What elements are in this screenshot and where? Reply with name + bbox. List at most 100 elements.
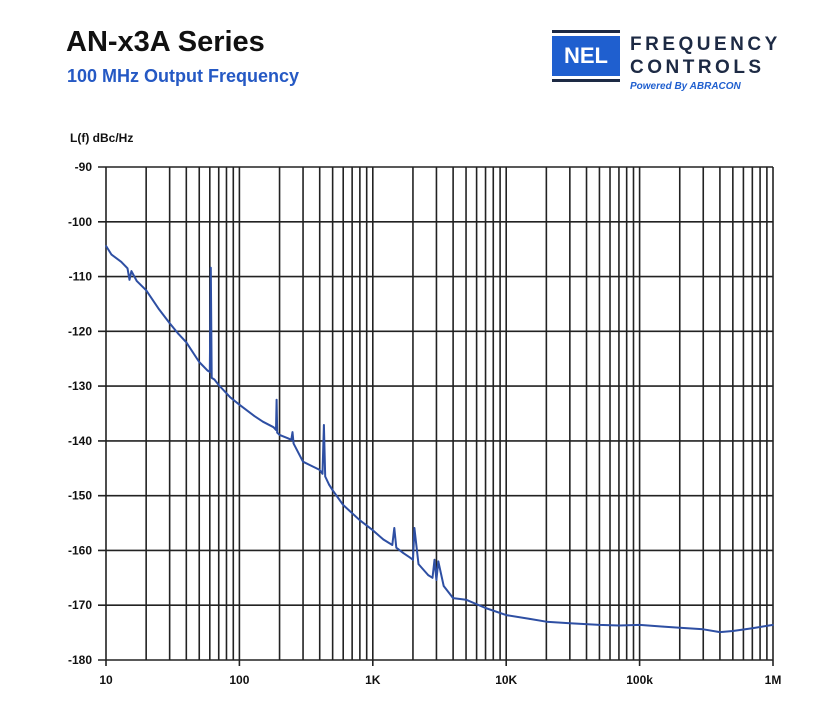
data-point	[229, 396, 231, 398]
data-point	[391, 544, 394, 546]
logo-line2: CONTROLS	[630, 57, 765, 78]
data-point	[130, 270, 133, 272]
data-point	[545, 620, 548, 623]
data-point	[427, 574, 429, 576]
data-point	[291, 431, 294, 433]
data-point	[437, 560, 440, 563]
data-point	[412, 558, 414, 561]
data-point	[126, 267, 129, 270]
data-point	[217, 384, 220, 386]
data-point	[158, 308, 160, 311]
data-point	[262, 420, 264, 423]
data-point	[638, 624, 641, 626]
chart-title: AN-x3A Series	[66, 26, 265, 58]
data-point	[210, 377, 213, 379]
data-point	[272, 426, 275, 428]
data-point	[505, 614, 508, 616]
y-tick-label: -110	[69, 270, 93, 284]
y-tick-label: -160	[68, 543, 92, 557]
data-point	[253, 415, 256, 418]
y-tick-label: -130	[68, 379, 92, 393]
x-tick-label: 1M	[765, 673, 782, 687]
data-point	[275, 429, 277, 431]
y-tick-label: -150	[68, 489, 92, 503]
data-point	[278, 434, 281, 436]
data-point	[372, 529, 374, 531]
y-tick-label: -180	[68, 653, 92, 667]
data-point	[618, 624, 620, 627]
data-point	[417, 563, 420, 565]
data-point	[128, 279, 131, 281]
data-point	[662, 625, 664, 628]
data-point	[135, 280, 138, 282]
data-point	[528, 618, 531, 620]
data-point	[198, 361, 201, 363]
data-point	[359, 519, 361, 522]
data-point	[772, 624, 774, 626]
data-point	[342, 504, 345, 506]
data-point	[105, 245, 107, 247]
data-point	[382, 538, 385, 541]
y-tick-label: -120	[68, 324, 92, 338]
logo-powered-by: Powered By ABRACON	[630, 81, 741, 92]
data-point	[598, 624, 601, 626]
y-tick-label: -140	[68, 434, 92, 448]
data-point	[702, 628, 705, 631]
phase-noise-line	[105, 245, 774, 634]
x-tick-label: 10K	[495, 673, 517, 687]
data-point	[751, 627, 754, 630]
data-point	[209, 371, 211, 373]
data-point	[168, 322, 171, 324]
x-tick-label: 1K	[365, 673, 381, 687]
y-tick-label: -100	[68, 215, 92, 229]
data-point	[452, 597, 454, 599]
data-point	[145, 289, 147, 292]
data-point	[331, 489, 334, 491]
data-point	[323, 424, 325, 426]
data-point	[311, 465, 313, 467]
data-point	[185, 341, 188, 344]
data-point	[442, 585, 445, 587]
data-point	[209, 266, 212, 269]
data-point	[465, 598, 467, 601]
data-point	[276, 431, 278, 434]
data-point	[393, 527, 396, 529]
data-point	[719, 631, 721, 633]
nel-text: NEL	[552, 36, 620, 76]
data-point	[207, 369, 209, 372]
nel-logo-box: NEL	[552, 30, 620, 84]
data-point	[286, 437, 289, 439]
data-point	[292, 442, 295, 445]
data-point	[678, 626, 681, 629]
y-axis-label: L(f) dBc/Hz	[70, 131, 134, 145]
data-point	[732, 630, 734, 632]
company-logo: NEL FREQUENCY CONTROLS Powered By ABRACO…	[552, 30, 787, 95]
data-point	[213, 378, 216, 381]
data-point	[402, 552, 405, 554]
data-point	[395, 546, 398, 549]
data-point	[120, 260, 123, 263]
data-point	[302, 460, 304, 463]
data-point	[435, 579, 438, 581]
data-point	[324, 475, 327, 478]
data-point	[431, 577, 434, 579]
data-point	[328, 483, 330, 486]
logo-line1: FREQUENCY	[630, 34, 781, 55]
data-point	[275, 399, 278, 401]
y-tick-label: -170	[68, 598, 92, 612]
x-tick-label: 100k	[626, 673, 653, 687]
data-point	[177, 333, 180, 335]
chart-subtitle: 100 MHz Output Frequency	[67, 66, 300, 86]
data-point	[110, 253, 113, 256]
y-tick-label: -90	[75, 160, 93, 174]
data-point	[433, 558, 436, 561]
data-point	[484, 607, 487, 609]
data-point	[290, 438, 293, 441]
x-tick-label: 100	[229, 673, 249, 687]
data-point	[238, 403, 241, 406]
data-point	[569, 622, 571, 625]
data-point	[321, 472, 324, 475]
data-point	[409, 556, 411, 559]
